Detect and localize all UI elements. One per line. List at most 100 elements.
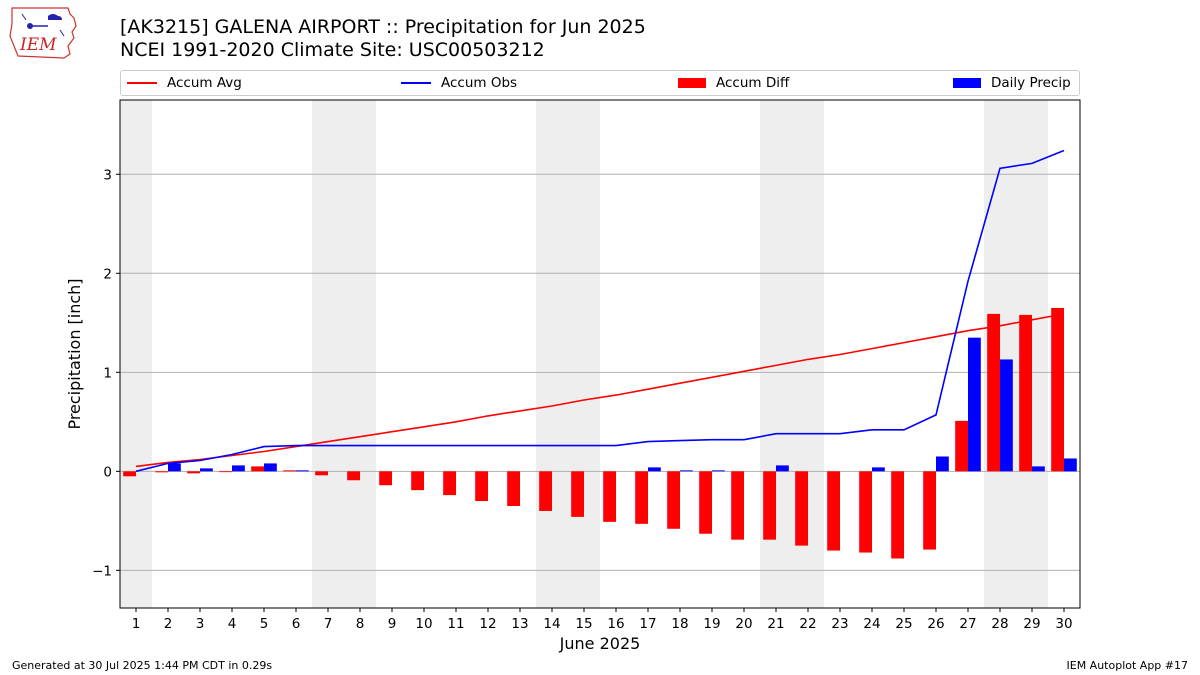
- iem-logo: IEM: [9, 7, 77, 59]
- daily-precip-bar: [296, 470, 309, 472]
- x-tick-label: 13: [511, 616, 528, 632]
- chart-title: [AK3215] GALENA AIRPORT :: Precipitation…: [120, 16, 646, 38]
- legend-label-daily-precip: Daily Precip: [991, 75, 1071, 91]
- x-tick-label: 16: [607, 616, 624, 632]
- daily-precip-bar: [1032, 466, 1045, 472]
- accum-diff-bar: [571, 471, 584, 517]
- accum-diff-bar: [123, 471, 136, 477]
- x-axis-label: June 2025: [559, 634, 641, 653]
- x-tick-label: 21: [767, 616, 784, 632]
- x-tick-label: 9: [388, 616, 397, 632]
- accum-diff-bar: [635, 471, 648, 524]
- weekend-band: [120, 100, 152, 608]
- x-tick-label: 1: [132, 616, 141, 632]
- y-tick-label: 3: [103, 167, 112, 183]
- daily-precip-bar: [872, 467, 885, 472]
- x-tick-label: 25: [895, 616, 912, 632]
- accum-diff-bar: [955, 420, 968, 472]
- accum-diff-bar: [155, 471, 168, 473]
- legend-label-accum-avg: Accum Avg: [167, 75, 242, 91]
- x-tick-label: 19: [703, 616, 720, 632]
- x-tick-label: 27: [959, 616, 976, 632]
- accum-diff-bar: [379, 471, 392, 486]
- x-tick-label: 5: [260, 616, 269, 632]
- daily-precip-bar: [776, 465, 789, 472]
- x-tick-label: 23: [831, 616, 848, 632]
- accum-diff-bar: [667, 471, 680, 529]
- accum-diff-bar: [1051, 307, 1064, 472]
- x-tick-label: 18: [671, 616, 688, 632]
- x-tick-label: 15: [575, 616, 592, 632]
- x-tick-label: 26: [927, 616, 944, 632]
- daily-precip-bar: [1064, 458, 1077, 472]
- daily-precip-bar: [712, 470, 725, 472]
- y-axis-label: Precipitation [inch]: [65, 278, 84, 429]
- accum-diff-bar: [923, 471, 936, 550]
- daily-precip-bar: [232, 465, 245, 472]
- accum-diff-bar: [891, 471, 904, 559]
- accum-avg-line: [135, 313, 1065, 468]
- accum-diff-bar: [859, 471, 872, 553]
- accum-diff-bar: [475, 471, 488, 502]
- legend-item-accum-obs: Accum Obs: [401, 74, 517, 92]
- accum-diff-bar: [763, 471, 776, 540]
- daily-precip-bar: [968, 337, 981, 472]
- app-credit: IEM Autoplot App #17: [1066, 659, 1189, 672]
- x-tick-label: 8: [356, 616, 365, 632]
- generated-note: Generated at 30 Jul 2025 1:44 PM CDT in …: [12, 659, 273, 672]
- legend-label-accum-diff: Accum Diff: [716, 75, 790, 91]
- accum-diff-bar: [443, 471, 456, 496]
- x-tick-label: 29: [1023, 616, 1040, 632]
- accum-diff-bar: [731, 471, 744, 540]
- y-tick-label: 1: [103, 365, 112, 381]
- accum-diff-bar: [251, 466, 264, 472]
- accum-diff-bar: [219, 471, 232, 473]
- accum-diff-bar: [507, 471, 520, 507]
- chart-subtitle: NCEI 1991-2020 Climate Site: USC00503212: [120, 39, 545, 61]
- legend-item-accum-avg: Accum Avg: [127, 74, 242, 92]
- accum-diff-bar: [795, 471, 808, 546]
- x-tick-label: 22: [799, 616, 816, 632]
- accum-obs-line: [135, 149, 1065, 473]
- legend-swatch-daily-precip: [953, 78, 981, 88]
- y-tick-label: 0: [103, 464, 112, 480]
- x-tick-label: 17: [639, 616, 656, 632]
- accum-diff-bar: [603, 471, 616, 522]
- x-tick-label: 3: [196, 616, 205, 632]
- cloud-icon: [48, 14, 62, 20]
- daily-precip-bar: [264, 463, 277, 472]
- accum-diff-bar: [411, 471, 424, 491]
- accum-diff-bar: [1019, 314, 1032, 472]
- x-tick-label: 14: [543, 616, 560, 632]
- accum-diff-bar: [539, 471, 552, 511]
- accum-diff-bar: [699, 471, 712, 534]
- daily-precip-bar: [1000, 359, 1013, 472]
- x-tick-label: 7: [324, 616, 333, 632]
- x-tick-label: 11: [447, 616, 464, 632]
- legend-label-accum-obs: Accum Obs: [441, 75, 518, 91]
- accum-diff-bar: [827, 471, 840, 551]
- daily-precip-bar: [936, 456, 949, 472]
- weekend-band: [312, 100, 376, 608]
- accum-diff-bar: [283, 470, 296, 472]
- legend-swatch-accum-avg: [127, 82, 157, 84]
- chart-legend: Accum Avg Accum Obs Accum Diff Daily Pre…: [120, 70, 1080, 96]
- legend-item-accum-diff: Accum Diff: [678, 74, 789, 92]
- daily-precip-bar: [680, 470, 693, 472]
- y-tick-label: 2: [103, 266, 112, 282]
- legend-item-daily-precip: Daily Precip: [953, 74, 1071, 92]
- x-tick-label: 4: [228, 616, 237, 632]
- x-tick-label: 24: [863, 616, 880, 632]
- x-tick-label: 6: [292, 616, 301, 632]
- accum-diff-bar: [187, 471, 200, 474]
- legend-swatch-accum-diff: [678, 78, 706, 88]
- daily-precip-bar: [200, 468, 213, 472]
- legend-swatch-accum-obs: [401, 82, 431, 84]
- weekend-band: [536, 100, 600, 608]
- x-tick-label: 30: [1055, 616, 1072, 632]
- x-tick-label: 20: [735, 616, 752, 632]
- x-tick-label: 10: [415, 616, 432, 632]
- accum-diff-bar: [347, 471, 360, 481]
- daily-precip-bar: [168, 463, 181, 472]
